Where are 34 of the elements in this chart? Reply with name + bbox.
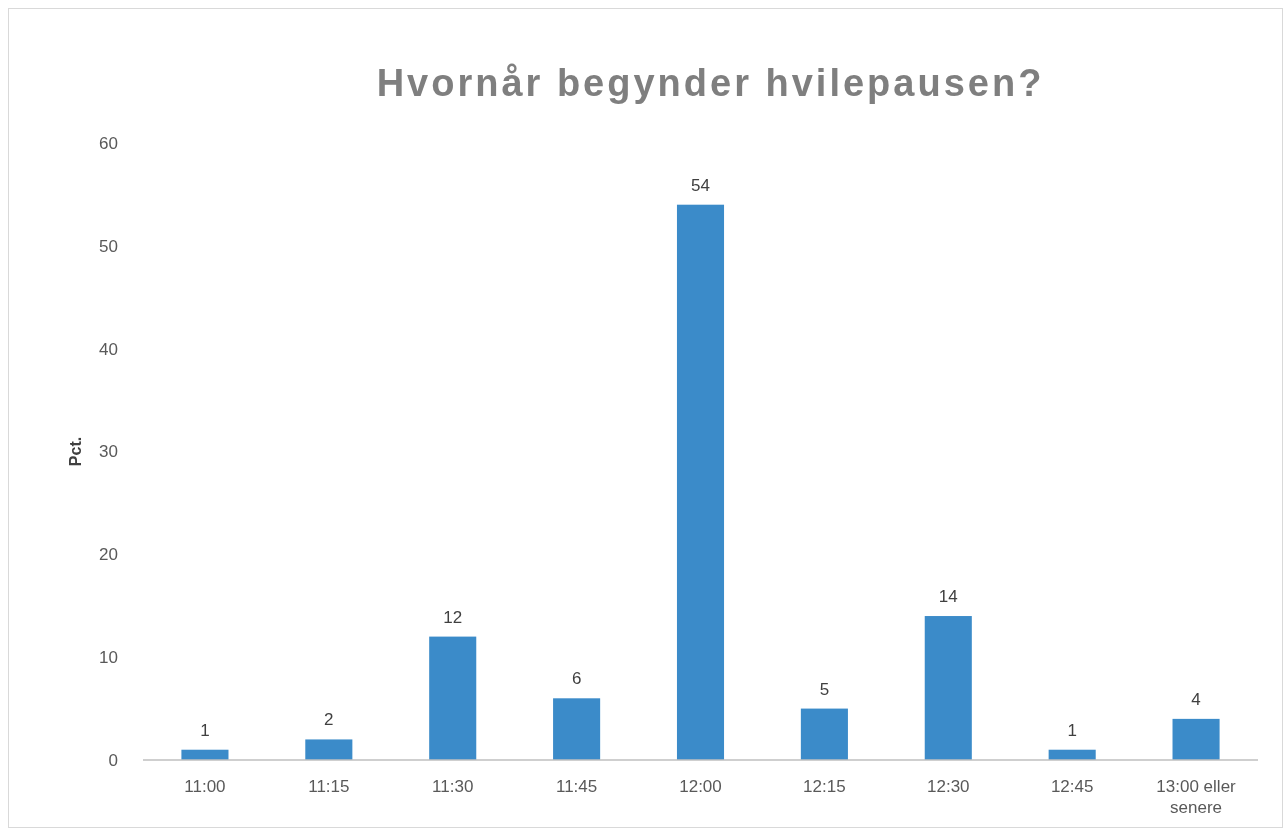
y-tick-label: 20 <box>99 545 118 565</box>
bar <box>305 739 353 760</box>
bar <box>429 636 477 760</box>
y-tick-label: 0 <box>108 750 118 770</box>
y-tick-label: 50 <box>99 236 118 256</box>
bar <box>800 708 848 760</box>
data-label: 2 <box>324 710 334 730</box>
data-label: 12 <box>443 607 463 627</box>
y-tick-label: 60 <box>99 133 118 153</box>
x-tick-label: 12:45 <box>1050 777 1094 796</box>
x-tick-label: 11:45 <box>555 777 598 796</box>
bar <box>676 204 725 760</box>
data-label: 4 <box>1191 689 1201 709</box>
y-tick-label: 30 <box>99 442 118 462</box>
x-tick-label: 11:00 <box>184 777 226 796</box>
y-tick-label: 40 <box>99 339 118 359</box>
x-tick-label: 11:30 <box>432 777 474 796</box>
x-tick-label: 12:30 <box>927 777 970 796</box>
x-tick-label: 12:00 <box>679 777 722 796</box>
data-label: 1 <box>200 720 210 740</box>
chart-title: Hvornår begynder hvilepausen? <box>376 62 1045 104</box>
x-tick-label: 13:00 eller senere <box>1156 777 1237 817</box>
data-label: 54 <box>691 175 710 195</box>
bar <box>553 698 601 760</box>
x-tick-label: 12:15 <box>803 777 846 796</box>
data-label: 5 <box>819 679 830 699</box>
data-label: 14 <box>938 587 958 607</box>
bar <box>1172 718 1220 760</box>
data-label: 1 <box>1067 720 1077 740</box>
data-label: 6 <box>571 669 582 689</box>
bar <box>924 616 972 760</box>
y-tick-label: 10 <box>99 648 118 668</box>
y-axis-title: Pct. <box>67 436 84 467</box>
x-tick-label: 11:15 <box>308 777 350 796</box>
